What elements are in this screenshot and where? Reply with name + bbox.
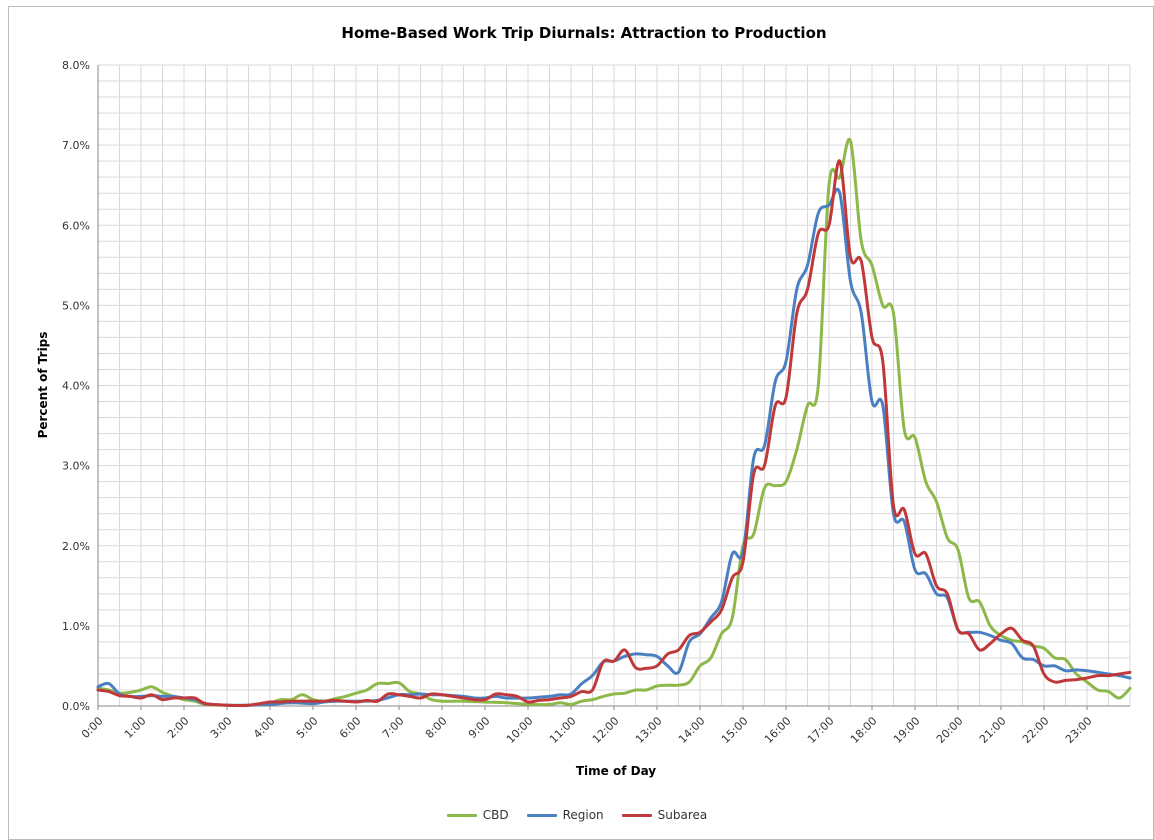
y-tick-label: 8.0% xyxy=(62,59,90,72)
x-tick-label: 1:00 xyxy=(122,714,149,741)
x-tick-label: 3:00 xyxy=(208,714,235,741)
x-tick-label: 7:00 xyxy=(380,714,407,741)
legend-swatch xyxy=(621,813,652,817)
x-tick-label: 19:00 xyxy=(891,714,923,746)
x-tick-label: 21:00 xyxy=(977,714,1009,746)
y-tick-label: 7.0% xyxy=(62,139,90,152)
x-tick-label: 16:00 xyxy=(762,714,794,746)
x-tick-label: 12:00 xyxy=(590,714,622,746)
y-tick-label: 1.0% xyxy=(62,620,90,633)
x-tick-label: 2:00 xyxy=(165,714,192,741)
x-axis-title: Time of Day xyxy=(575,764,657,778)
y-tick-label: 4.0% xyxy=(62,380,90,393)
y-tick-label: 3.0% xyxy=(62,460,90,473)
legend-label: Region xyxy=(562,808,604,822)
chart-title: Home-Based Work Trip Diurnals: Attractio… xyxy=(341,24,827,42)
x-tick-label: 14:00 xyxy=(676,714,708,746)
x-tick-label: 6:00 xyxy=(337,714,364,741)
legend-item-region: Region xyxy=(526,808,604,822)
x-tick-label: 13:00 xyxy=(633,714,665,746)
y-tick-label: 2.0% xyxy=(62,540,90,553)
legend-item-cbd: CBD xyxy=(446,808,509,822)
legend-label: CBD xyxy=(482,808,509,822)
y-tick-label: 0.0% xyxy=(62,700,90,713)
series-line-region xyxy=(96,187,1132,707)
x-tick-label: 15:00 xyxy=(719,714,751,746)
x-tick-label: 18:00 xyxy=(848,714,880,746)
legend-label: Subarea xyxy=(657,808,708,822)
legend: CBD Region Subarea xyxy=(0,808,1154,822)
legend-swatch xyxy=(446,813,477,817)
legend-item-subarea: Subarea xyxy=(621,808,708,822)
x-tick-label: 22:00 xyxy=(1020,714,1052,746)
series-line-cbd xyxy=(96,137,1132,707)
legend-swatch xyxy=(526,813,557,817)
x-tick-label: 0:00 xyxy=(79,714,106,741)
x-tick-label: 9:00 xyxy=(466,714,493,741)
x-tick-label: 8:00 xyxy=(423,714,450,741)
x-tick-label: 5:00 xyxy=(294,714,321,741)
x-tick-label: 10:00 xyxy=(504,714,536,746)
x-tick-label: 11:00 xyxy=(547,714,579,746)
series-line-subarea xyxy=(96,159,1132,707)
x-tick-label: 20:00 xyxy=(934,714,966,746)
x-tick-label: 4:00 xyxy=(251,714,278,741)
x-tick-label: 23:00 xyxy=(1063,714,1095,746)
x-tick-label: 17:00 xyxy=(805,714,837,746)
y-tick-label: 5.0% xyxy=(62,299,90,312)
y-tick-label: 6.0% xyxy=(62,219,90,232)
